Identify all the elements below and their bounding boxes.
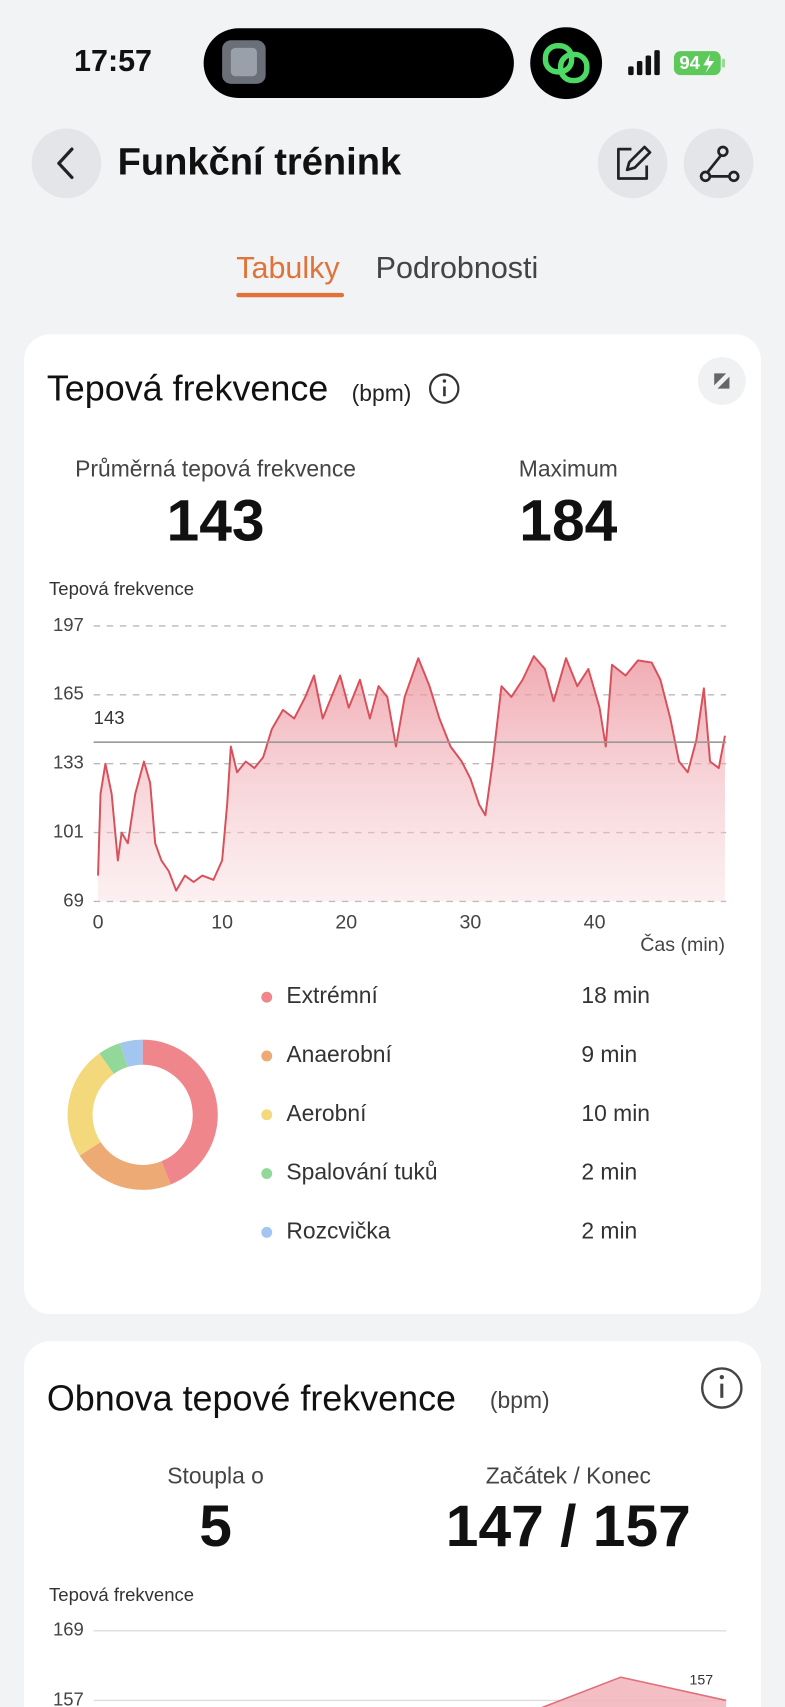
card-unit: (bpm): [490, 1387, 550, 1413]
legend-label: Spalování tuků: [286, 1159, 437, 1185]
end-value-label: 157: [690, 1672, 714, 1688]
route-path: [706, 154, 730, 178]
summary-value: 143: [167, 488, 265, 553]
info-glyph: [719, 1374, 724, 1380]
area-fill: [98, 656, 725, 902]
legend-label: Rozcvička: [286, 1217, 390, 1243]
info-glyph: [442, 379, 447, 383]
info-button[interactable]: [701, 1367, 743, 1409]
y-tick-label: 133: [53, 752, 84, 773]
x-tick-label: 0: [93, 911, 104, 933]
activity-icon: [530, 27, 603, 100]
x-tick-label: 20: [335, 911, 357, 933]
x-tick-label: 10: [211, 911, 233, 933]
battery-level: 94: [679, 52, 700, 73]
heart-rate-line: [97, 655, 726, 892]
legend-dot: [261, 1109, 273, 1121]
card-unit: (bpm): [352, 380, 412, 406]
signal-icon: [628, 50, 660, 76]
donut-segment: [119, 1039, 144, 1068]
summary-label: Maximum: [519, 455, 618, 481]
media-thumbnail-detail: [230, 47, 257, 77]
legend-label: Anaerobní: [286, 1041, 392, 1067]
legend-value: 2 min: [581, 1217, 637, 1243]
card-title: Tepová frekvence: [47, 367, 328, 408]
recovery-area: [543, 1677, 727, 1707]
y-tick-label: 165: [53, 683, 84, 704]
expand-icon: [714, 373, 730, 389]
back-button[interactable]: [31, 128, 102, 199]
dynamic-island: [203, 28, 514, 98]
donut-segment: [79, 1141, 171, 1190]
link-ring: [557, 51, 590, 84]
signal-bar: [636, 60, 643, 76]
legend-value: 2 min: [581, 1159, 637, 1185]
summary-label: Začátek / Konec: [486, 1462, 651, 1488]
y-axis-label: Tepová frekvence: [49, 578, 194, 599]
legend-dot: [261, 991, 273, 1003]
page-title: Funkční trénink: [118, 141, 402, 183]
donut-segment: [142, 1039, 218, 1185]
x-axis-label: Čas (min): [640, 933, 725, 956]
tab[interactable]: Podrobnosti: [376, 251, 539, 285]
info-glyph: [443, 386, 446, 397]
x-tick-label: 30: [460, 911, 482, 933]
y-tick-label: 169: [53, 1619, 84, 1640]
status-time: 17:57: [74, 44, 152, 78]
route-icon: [699, 145, 740, 183]
tab-underline: [236, 292, 345, 298]
edit-icon: [617, 145, 652, 180]
card-title: Obnova tepové frekvence: [47, 1378, 456, 1419]
recovery-card: [24, 1341, 761, 1707]
legend-dot: [261, 1226, 273, 1238]
expand-button[interactable]: [697, 357, 746, 405]
route-button[interactable]: [683, 128, 754, 199]
summary-value: 184: [519, 488, 617, 553]
signal-bar: [654, 50, 660, 76]
legend-value: 18 min: [581, 982, 650, 1008]
tab-active[interactable]: Tabulky: [236, 251, 340, 285]
y-axis-label: Tepová frekvence: [49, 1584, 194, 1605]
legend-value: 10 min: [581, 1100, 650, 1126]
info-button[interactable]: [428, 373, 460, 404]
recovery-line: [541, 1676, 727, 1707]
legend-dot: [261, 1168, 273, 1180]
x-tick-label: 40: [584, 911, 606, 933]
back-icon: [57, 147, 74, 180]
charging-bolt: [703, 54, 715, 73]
link-icon: [542, 43, 590, 84]
signal-bar: [645, 55, 652, 76]
route-node: [717, 145, 729, 158]
y-tick-label: 101: [53, 820, 84, 841]
summary-label: Stoupla o: [167, 1462, 264, 1488]
donut-segment: [99, 1043, 128, 1075]
y-tick-label: 157: [53, 1688, 84, 1707]
summary-label: Průměrná tepová frekvence: [75, 455, 356, 481]
y-tick-label: 197: [53, 614, 84, 635]
summary-value: 147 / 157: [446, 1494, 691, 1559]
info-glyph: [720, 1383, 724, 1398]
summary-value: 5: [199, 1494, 232, 1559]
legend-dot: [261, 1050, 273, 1062]
legend-label: Extrémní: [286, 982, 378, 1008]
legend-label: Aerobní: [286, 1100, 367, 1126]
donut-segment: [67, 1053, 115, 1156]
edit-button[interactable]: [597, 128, 668, 199]
battery-tip: [721, 58, 726, 68]
signal-bar: [628, 66, 634, 76]
average-label: 143: [94, 707, 125, 728]
y-tick-label: 69: [63, 889, 84, 910]
legend-value: 9 min: [581, 1041, 637, 1067]
